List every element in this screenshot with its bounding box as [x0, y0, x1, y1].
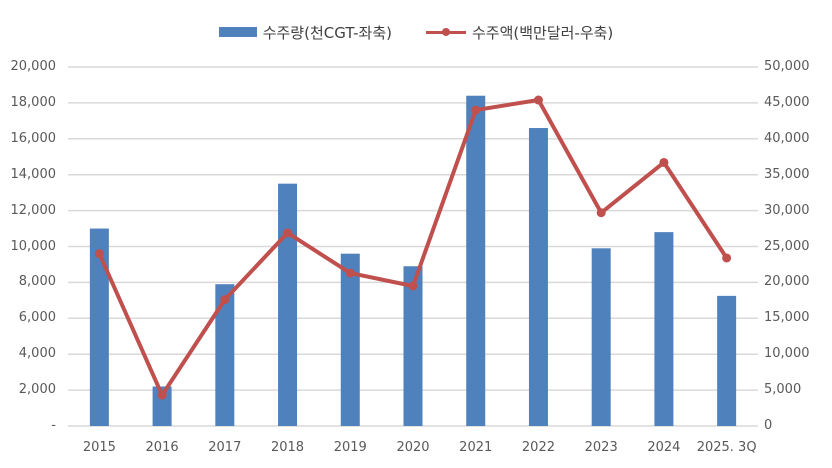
x-tick-label: 2022 — [521, 440, 555, 455]
y-left-tick-label: 10,000 — [10, 238, 57, 254]
line-marker — [283, 228, 293, 238]
line-marker — [596, 208, 606, 218]
x-tick-label: 2024 — [647, 440, 681, 455]
x-tick-label: 2016 — [145, 440, 179, 455]
bar — [654, 232, 674, 426]
line-marker — [659, 157, 669, 167]
bar — [591, 248, 611, 426]
y-left-tick-label: 14,000 — [10, 166, 57, 182]
x-tick-label: 2018 — [270, 440, 305, 455]
legend-item-orders-volume: 수주량(천CGT-좌축) — [218, 22, 392, 43]
line-marker — [157, 390, 167, 400]
bar — [466, 95, 486, 426]
y-right-tick-label: 20,000 — [764, 274, 810, 290]
y-left-tick-label: 20,000 — [10, 59, 57, 74]
bar — [717, 295, 737, 426]
y-left-tick-label: 16,000 — [10, 130, 57, 146]
line-marker — [471, 105, 481, 115]
legend-line-swatch-icon — [425, 26, 466, 38]
line-marker — [408, 281, 418, 291]
bar — [403, 266, 423, 426]
line-marker — [345, 268, 355, 278]
y-right-tick-label: 30,000 — [764, 202, 810, 218]
y-left-tick-label: 12,000 — [10, 202, 57, 218]
bar — [89, 228, 109, 426]
y-right-tick-label: 0 — [764, 418, 773, 433]
y-right-tick-label: 35,000 — [764, 166, 810, 182]
x-tick-label: 2015 — [82, 440, 116, 455]
bar — [340, 253, 360, 426]
bar — [278, 183, 298, 426]
legend: 수주량(천CGT-좌축) 수주액(백만달러-우축) — [0, 20, 832, 44]
y-right-tick-label: 45,000 — [764, 94, 810, 110]
legend-bar-swatch-icon — [218, 27, 257, 37]
line-marker — [533, 95, 543, 105]
y-right-tick-label: 50,000 — [764, 59, 810, 74]
line-marker — [220, 295, 230, 305]
x-tick-label: 2019 — [333, 440, 367, 455]
y-right-tick-label: 25,000 — [764, 238, 810, 254]
legend-label-orders-value: 수주액(백만달러-우축) — [471, 23, 614, 42]
x-tick-label: 2020 — [396, 440, 430, 455]
y-right-tick-label: 5,000 — [764, 382, 802, 398]
line-marker — [722, 253, 732, 263]
y-left-tick-label: - — [51, 418, 56, 433]
y-right-tick-label: 15,000 — [764, 310, 810, 326]
y-right-tick-label: 10,000 — [764, 346, 810, 362]
x-tick-label: 2025. 3Q — [696, 440, 757, 455]
bar — [215, 284, 235, 426]
bar — [152, 386, 172, 426]
legend-label-orders-volume: 수주량(천CGT-좌축) — [262, 23, 392, 42]
y-left-tick-label: 18,000 — [10, 94, 57, 110]
x-tick-label: 2017 — [208, 440, 242, 455]
y-left-tick-label: 2,000 — [18, 382, 56, 398]
y-left-tick-label: 6,000 — [18, 310, 56, 326]
legend-item-orders-value: 수주액(백만달러-우축) — [425, 22, 614, 43]
x-tick-label: 2021 — [459, 440, 493, 455]
y-right-tick-label: 40,000 — [764, 130, 810, 146]
x-tick-label: 2023 — [584, 440, 618, 455]
bar — [528, 128, 548, 426]
y-left-tick-label: 4,000 — [18, 346, 56, 362]
line-marker — [94, 249, 104, 259]
y-left-tick-label: 8,000 — [18, 274, 56, 290]
